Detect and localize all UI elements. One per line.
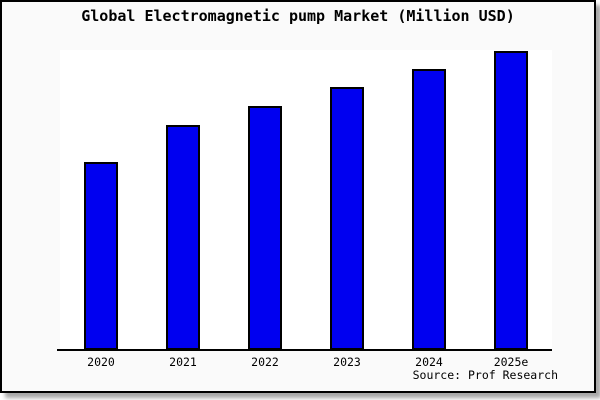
x-tick-label-2022: 2022 [251, 355, 279, 369]
bar-2020 [84, 162, 118, 350]
x-axis-labels: 2020 2021 2022 2023 2024 2025e [0, 355, 600, 371]
bar-2021 [166, 125, 200, 350]
x-axis-line [57, 349, 552, 351]
x-tick-label-2021: 2021 [169, 355, 197, 369]
chart-title: Global Electromagnetic pump Market (Mill… [81, 7, 515, 25]
bar-2025e [494, 51, 528, 350]
x-tick-label-2020: 2020 [87, 355, 115, 369]
x-tick-label-2025e: 2025e [493, 355, 529, 369]
plot-area [60, 50, 552, 350]
bar-2024 [412, 69, 446, 350]
source-credit: Source: Prof Research [412, 368, 558, 382]
x-tick-label-2023: 2023 [333, 355, 361, 369]
x-tick-label-2024: 2024 [415, 355, 443, 369]
bar-2022 [248, 106, 282, 350]
bar-2023 [330, 87, 364, 350]
